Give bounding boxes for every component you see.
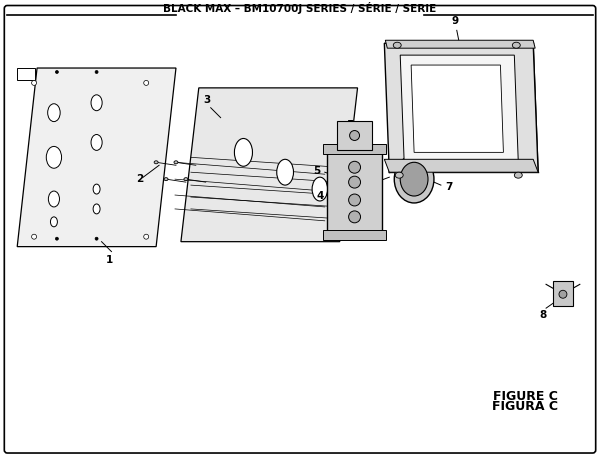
Ellipse shape — [184, 177, 188, 181]
Bar — [553, 281, 573, 306]
Ellipse shape — [95, 237, 98, 240]
FancyBboxPatch shape — [4, 5, 596, 453]
Bar — [323, 144, 386, 154]
Ellipse shape — [512, 42, 520, 48]
Ellipse shape — [144, 81, 149, 86]
Ellipse shape — [514, 172, 522, 178]
Ellipse shape — [154, 161, 158, 164]
Ellipse shape — [95, 71, 98, 74]
Polygon shape — [385, 40, 535, 48]
Ellipse shape — [93, 184, 100, 194]
Bar — [323, 230, 386, 240]
Bar — [337, 121, 373, 151]
Text: 1: 1 — [106, 254, 113, 264]
Ellipse shape — [328, 198, 342, 220]
Ellipse shape — [312, 177, 328, 201]
Ellipse shape — [91, 135, 102, 151]
Ellipse shape — [47, 104, 60, 121]
Ellipse shape — [393, 42, 401, 48]
Ellipse shape — [349, 211, 361, 223]
Text: FIGURE C: FIGURE C — [493, 390, 558, 404]
Ellipse shape — [32, 234, 37, 239]
Text: 2: 2 — [136, 174, 143, 184]
Ellipse shape — [395, 172, 403, 178]
Ellipse shape — [50, 217, 58, 227]
Text: 7: 7 — [445, 182, 452, 192]
Ellipse shape — [350, 131, 359, 141]
Ellipse shape — [164, 177, 168, 181]
Ellipse shape — [559, 290, 567, 298]
Bar — [327, 152, 382, 232]
Ellipse shape — [49, 191, 59, 207]
Bar — [17, 68, 35, 80]
Text: 6: 6 — [336, 232, 343, 242]
Ellipse shape — [91, 95, 102, 111]
Text: 8: 8 — [539, 310, 547, 320]
Ellipse shape — [144, 234, 149, 239]
Text: FIGURA C: FIGURA C — [492, 400, 558, 413]
Ellipse shape — [55, 237, 58, 240]
Ellipse shape — [394, 155, 434, 203]
Polygon shape — [400, 55, 518, 162]
Text: 5: 5 — [314, 166, 321, 176]
Ellipse shape — [32, 81, 37, 86]
Ellipse shape — [277, 159, 293, 185]
Polygon shape — [411, 65, 503, 152]
Ellipse shape — [349, 176, 361, 188]
Ellipse shape — [235, 138, 253, 166]
Polygon shape — [385, 43, 538, 172]
Text: 9: 9 — [451, 16, 458, 26]
Text: 3: 3 — [203, 95, 211, 105]
Ellipse shape — [46, 147, 62, 168]
Ellipse shape — [349, 161, 361, 173]
Polygon shape — [181, 88, 358, 242]
Text: BLACK MAX – BM10700J SERIES / SÉRIE / SERIE: BLACK MAX – BM10700J SERIES / SÉRIE / SE… — [163, 2, 437, 15]
Ellipse shape — [93, 204, 100, 214]
Ellipse shape — [349, 194, 361, 206]
Text: 4: 4 — [316, 191, 324, 201]
Ellipse shape — [55, 71, 58, 74]
Text: 5: 5 — [346, 120, 353, 130]
Ellipse shape — [174, 161, 178, 164]
Ellipse shape — [400, 162, 428, 196]
Polygon shape — [17, 68, 176, 247]
Polygon shape — [385, 159, 538, 172]
